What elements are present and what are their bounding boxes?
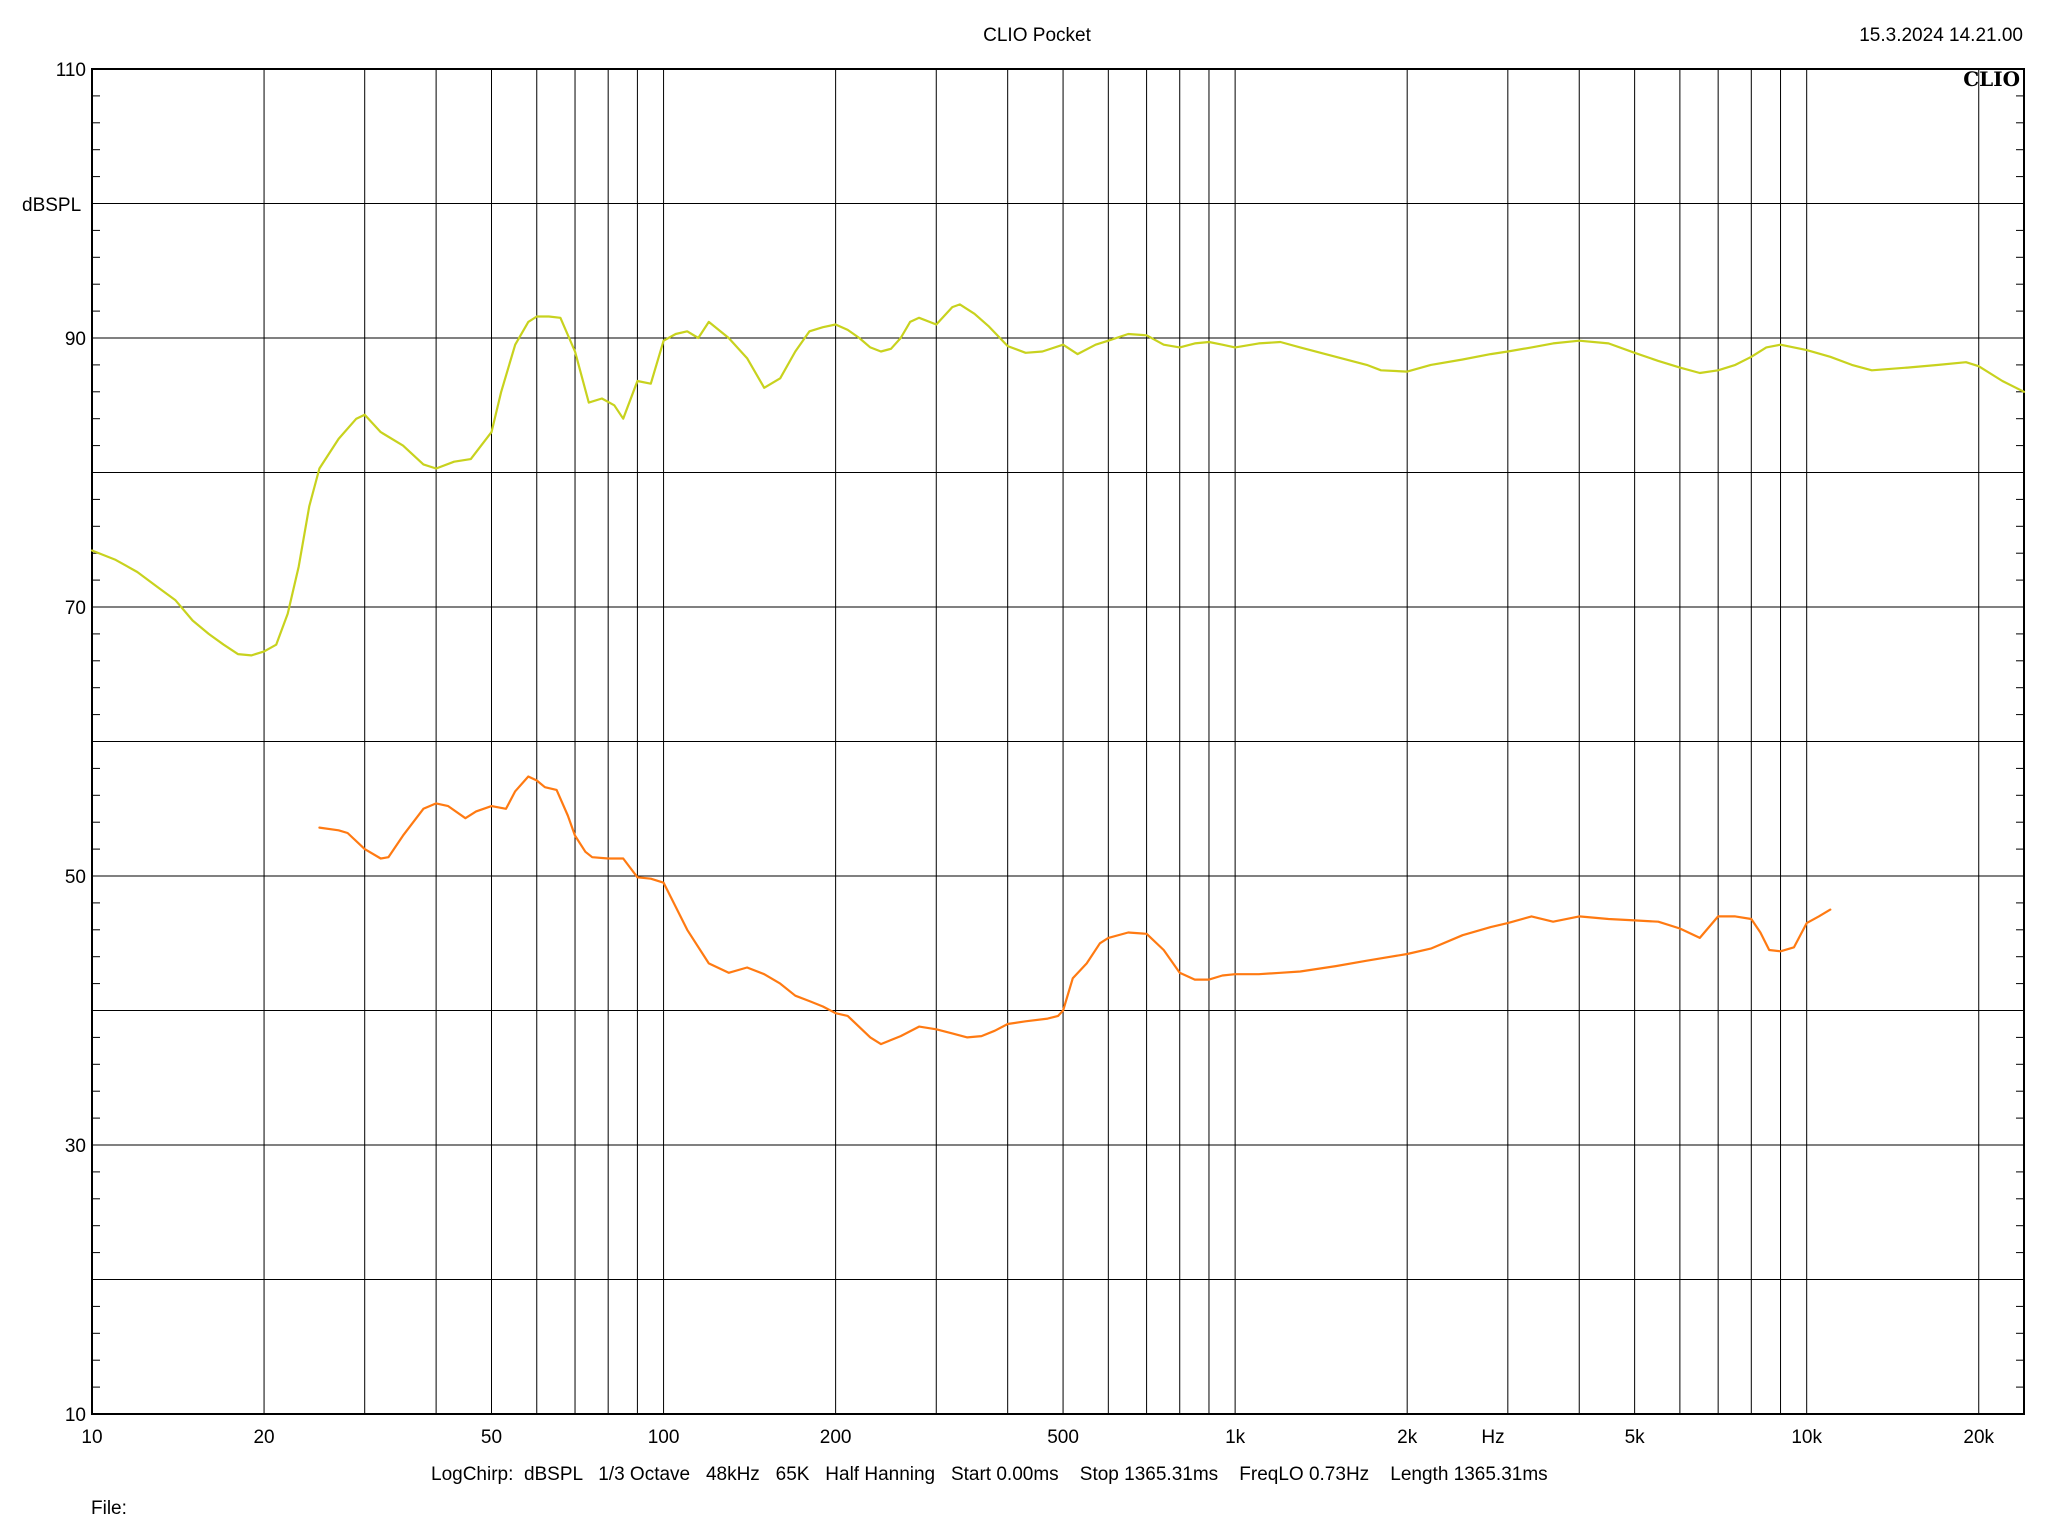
y-tick-label: 10 <box>65 1405 86 1426</box>
y-tick-labels: 10 30 50 70 90 110 <box>56 60 86 1426</box>
y-tick-label: 50 <box>65 867 86 888</box>
x-tick-label: 10k <box>1791 1427 1822 1448</box>
file-label: File: <box>91 1498 127 1519</box>
x-tick-label: 5k <box>1625 1427 1646 1448</box>
x-tick-label: 1k <box>1225 1427 1246 1448</box>
series-layer <box>90 303 2026 1046</box>
y-tick-label: 90 <box>65 329 86 350</box>
x-tick-label: 2k <box>1397 1427 1418 1448</box>
x-tick-label: 50 <box>481 1427 502 1448</box>
x-tick-label: 10 <box>81 1427 102 1448</box>
x-tick-label: 200 <box>820 1427 852 1448</box>
chart-title: CLIO Pocket <box>983 25 1091 46</box>
x-tick-label: 500 <box>1047 1427 1079 1448</box>
timestamp: 15.3.2024 14.21.00 <box>1859 25 2023 46</box>
x-tick-label: 20k <box>1963 1427 1994 1448</box>
y-tick-label: 30 <box>65 1136 86 1157</box>
x-tick-label: 100 <box>648 1427 680 1448</box>
y-tick-label: 70 <box>65 598 86 619</box>
series-line-1 <box>90 303 2026 657</box>
plot-area-frame <box>91 68 2025 1415</box>
grid <box>92 69 2024 1414</box>
series-line-2 <box>318 775 1832 1046</box>
x-tick-labels: 10 20 50 100 200 500 1k 2k 5k 10k 20k <box>81 1427 1994 1448</box>
x-axis-label: Hz <box>1481 1427 1504 1448</box>
clio-logo: CLIO <box>1963 67 2020 91</box>
measurement-settings: LogChirp: dBSPL 1/3 Octave 48kHz 65K Hal… <box>431 1464 1548 1485</box>
minor-ticks <box>92 95 2024 1388</box>
y-axis-label: dBSPL <box>22 195 81 216</box>
y-tick-label: 110 <box>56 60 86 81</box>
x-tick-label: 20 <box>253 1427 274 1448</box>
